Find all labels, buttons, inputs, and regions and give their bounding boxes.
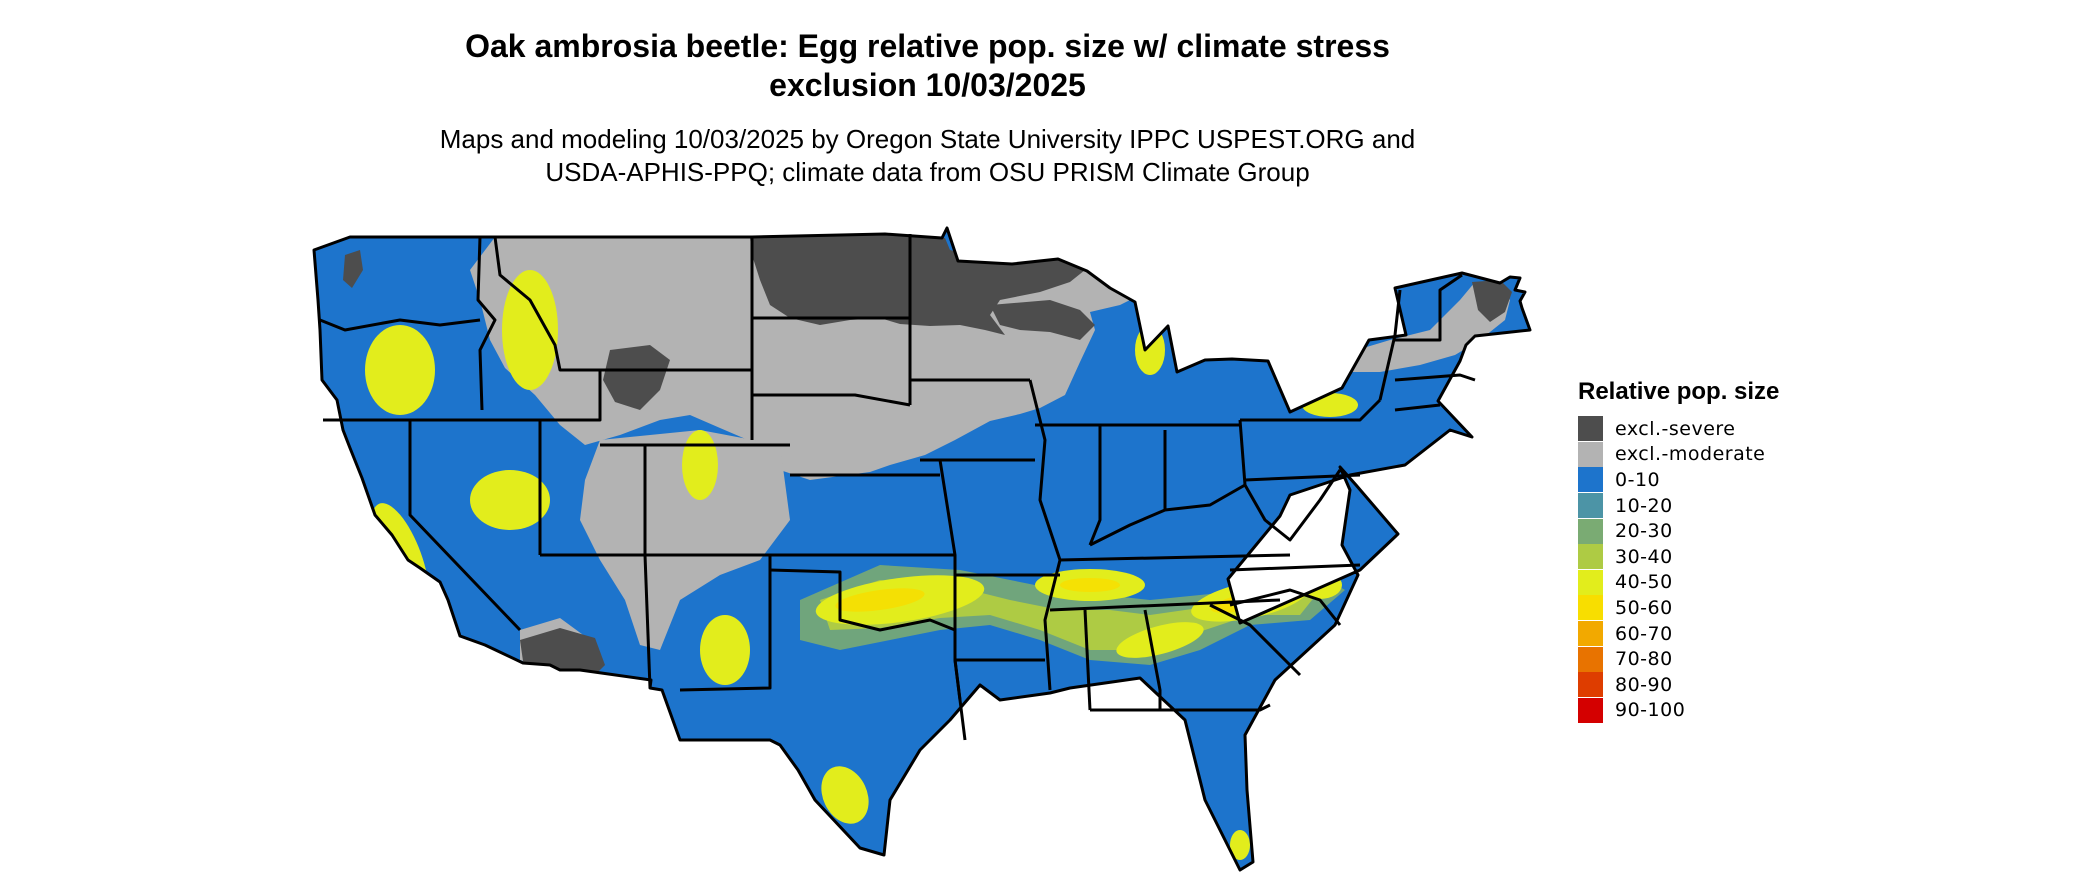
- legend-swatch: [1578, 467, 1603, 493]
- legend-label: 30-40: [1615, 545, 1673, 568]
- border-pennsylvania-new-york: [1240, 398, 1382, 422]
- border-new-england-split: [1395, 273, 1463, 342]
- map-title-line-1: Oak ambrosia beetle: Egg relative pop. s…: [465, 28, 1390, 64]
- border-new-york-east: [1378, 289, 1402, 401]
- border-south-dakota-nebraska: [752, 393, 911, 407]
- legend-label: 40-50: [1615, 571, 1673, 594]
- map-subtitle-line-1: Maps and modeling 10/03/2025 by Oregon S…: [439, 124, 1416, 154]
- border-oklahoma-texas: [769, 568, 956, 632]
- patch-colorado: [682, 430, 718, 500]
- legend-items: excl.-severe excl.-moderate 0-10 10-20 20-30…: [1578, 416, 1779, 723]
- patch-florida: [1230, 830, 1250, 860]
- patch-idaho-montana: [502, 270, 558, 390]
- legend-swatch: [1578, 595, 1603, 621]
- legend-item: 90-100: [1578, 697, 1779, 724]
- patch-oklahoma-core: [835, 588, 925, 612]
- legend-label: excl.-severe: [1615, 417, 1736, 440]
- legend-label: 0-10: [1615, 468, 1661, 491]
- legend-swatch: [1578, 493, 1603, 519]
- excl-severe-washington-coast: [343, 250, 363, 288]
- legend-swatch: [1578, 518, 1603, 544]
- legend-item: 30-40: [1578, 544, 1779, 570]
- legend-swatch: [1578, 441, 1603, 467]
- legend-item: 50-60: [1578, 595, 1779, 621]
- legend-item: 80-90: [1578, 672, 1779, 698]
- border-carolinas: [1229, 588, 1342, 626]
- excl-severe-maine: [1472, 280, 1512, 322]
- legend-label: 20-30: [1615, 520, 1673, 543]
- border-massachusetts: [1394, 373, 1476, 382]
- excl-moderate-new-england: [1340, 282, 1510, 372]
- map-subtitle-line-2: USDA-APHIS-PPQ; climate data from OSU PR…: [545, 157, 1310, 187]
- border-mississippi-alabama: [1083, 609, 1092, 711]
- legend-label: 90-100: [1615, 699, 1686, 722]
- legend-item: excl.-moderate: [1578, 441, 1779, 468]
- excl-moderate-rockies: [580, 430, 790, 650]
- legend-label: 70-80: [1615, 648, 1673, 671]
- legend: Relative pop. size excl.-severe excl.-mod…: [1578, 378, 1779, 723]
- border-utah-wyoming: [540, 370, 602, 422]
- border-virginia-north-carolina: [1229, 563, 1361, 572]
- patch-oregon: [365, 325, 435, 415]
- legend-swatch: [1578, 646, 1603, 672]
- legend-item: excl.-severe: [1578, 416, 1779, 442]
- border-virginia-west-virginia: [1243, 469, 1342, 542]
- legend-swatch: [1578, 544, 1603, 570]
- legend-swatch: [1578, 416, 1603, 442]
- us-outline: [312, 226, 1532, 872]
- border-pennsylvania-south: [1244, 473, 1361, 482]
- legend-label: excl.-moderate: [1615, 443, 1766, 466]
- map-title-line-2: exclusion 10/03/2025: [769, 67, 1086, 103]
- legend-item: 0-10: [1578, 467, 1779, 493]
- legend-label: 80-90: [1615, 673, 1673, 696]
- patch-tennessee-core: [1060, 578, 1120, 592]
- excl-severe-wyoming: [603, 345, 670, 410]
- patch-nevada-utah: [470, 470, 550, 530]
- border-georgia-florida: [1090, 703, 1271, 712]
- border-idaho-west: [476, 236, 497, 411]
- border-georgia-carolinas: [1209, 603, 1302, 677]
- patch-alabama: [1116, 622, 1204, 658]
- border-connecticut: [1394, 403, 1441, 412]
- legend-swatch: [1578, 621, 1603, 647]
- legend-swatch: [1578, 569, 1603, 595]
- legend-item: 20-30: [1578, 518, 1779, 544]
- legend-item: 60-70: [1578, 621, 1779, 647]
- legend-label: 10-20: [1615, 494, 1673, 517]
- legend-swatch: [1578, 672, 1603, 698]
- legend-swatch: [1578, 697, 1603, 723]
- excl-severe-wisconsin: [990, 300, 1095, 340]
- border-ohio-pennsylvania: [1238, 419, 1247, 486]
- patch-new-mexico: [700, 615, 750, 685]
- border-new-mexico-texas: [679, 555, 772, 692]
- patch-south-texas: [821, 766, 869, 824]
- excl-severe-arizona: [520, 628, 605, 690]
- border-alabama-georgia: [1143, 609, 1162, 710]
- border-mississippi-river: [1028, 379, 1062, 691]
- legend-item: 10-20: [1578, 493, 1779, 519]
- state-borders: [312, 226, 1532, 872]
- border-arizona-new-mexico: [643, 554, 652, 689]
- border-kentucky-tennessee: [1059, 553, 1291, 562]
- border-illinois-indiana: [1088, 425, 1102, 546]
- excl-severe-north-dakota-minnesota: [750, 234, 1085, 335]
- legend-item: 70-80: [1578, 646, 1779, 672]
- border-california-nevada: [408, 420, 522, 632]
- legend-item: 40-50: [1578, 569, 1779, 596]
- legend-label: 60-70: [1615, 622, 1673, 645]
- border-washington-oregon: [319, 318, 481, 332]
- legend-label: 50-60: [1615, 596, 1673, 619]
- border-louisiana-texas: [953, 659, 967, 741]
- legend-title: Relative pop. size: [1578, 378, 1780, 405]
- patch-pennsylvania: [1302, 393, 1358, 417]
- border-ohio-river: [1089, 483, 1246, 547]
